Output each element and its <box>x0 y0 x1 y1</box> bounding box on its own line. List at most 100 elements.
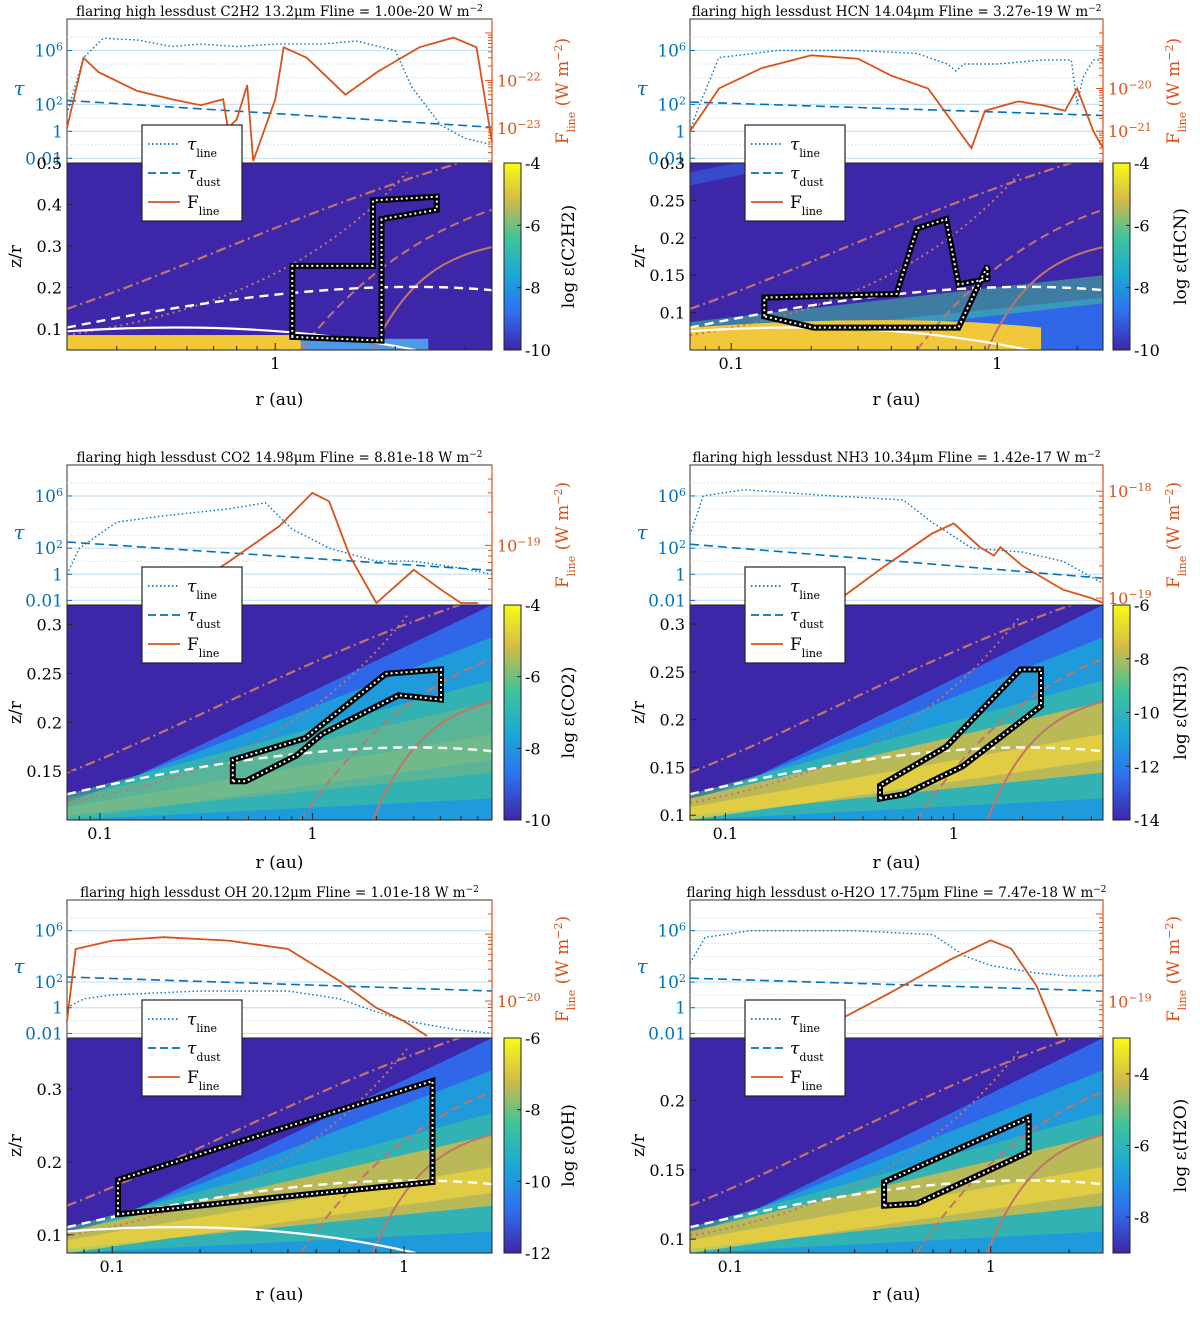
colorbar-tick-label: -10 <box>525 1172 551 1191</box>
x-tick-label: 1 <box>399 1257 409 1276</box>
colorbar-tick-label: -4 <box>525 154 541 173</box>
contour-line <box>986 246 1103 350</box>
flux-axis-label: Fline (W m−2) <box>552 916 578 1022</box>
y-tick-label: 0.3 <box>37 1080 62 1099</box>
flux-tick-label: 10−21 <box>1108 121 1152 142</box>
colorbar-tick-label: -8 <box>525 279 541 298</box>
x-tick-label: 1 <box>270 354 280 373</box>
x-tick-label: 0.1 <box>713 824 738 843</box>
colorbar-tick-label: -10 <box>1134 704 1160 723</box>
y-axis-label: z/r <box>629 700 649 724</box>
tau-tick-label: 0.01 <box>648 149 686 169</box>
tau-axis-label: τ <box>636 76 648 100</box>
legend-label: Fline <box>790 635 822 660</box>
x-axis-label: r (au) <box>256 1285 304 1305</box>
contour-line <box>690 615 1022 804</box>
colorbar-tick-label: -6 <box>1134 216 1150 235</box>
abundance-layer <box>67 335 322 350</box>
y-tick-label: 0.2 <box>660 229 685 248</box>
x-axis-label: r (au) <box>873 1285 921 1305</box>
tau-tick-label: 1 <box>675 565 686 585</box>
colorbar-tick-label: -8 <box>1134 279 1150 298</box>
legend-label: Fline <box>187 635 219 660</box>
contour-line <box>372 700 492 820</box>
legend-label: τline <box>790 577 820 602</box>
emitting-region-box-inner <box>763 217 989 329</box>
legend-label: τline <box>790 1010 820 1035</box>
chart-panel-hcn: flaring high lessdust HCN 14.04μm Fline … <box>629 4 1191 410</box>
contour-line <box>299 657 492 820</box>
contour-line <box>916 657 1103 820</box>
chart-panel-nh3: flaring high lessdust NH3 10.34μm Fline … <box>629 450 1191 873</box>
tau-tick-label: 102 <box>657 538 686 560</box>
y-tick-label: 0.15 <box>649 758 685 777</box>
legend-label: τdust <box>187 164 221 189</box>
colorbar-tick-label: -8 <box>1134 1208 1150 1227</box>
colorbar <box>503 604 522 821</box>
tau-tick-label: 106 <box>657 485 686 507</box>
y-axis-label: z/r <box>6 1133 26 1157</box>
y-tick-label: 0.1 <box>660 1230 685 1249</box>
y-tick-label: 0.2 <box>660 1091 685 1110</box>
y-tick-label: 0.15 <box>649 266 685 285</box>
colorbar-tick-label: -6 <box>1134 596 1150 615</box>
contour-line <box>67 605 463 774</box>
colorbar-tick-label: -6 <box>525 216 541 235</box>
tau-tick-label: 102 <box>34 972 63 994</box>
f-line-series <box>163 491 478 605</box>
tau-tick-label: 102 <box>34 538 63 560</box>
colorbar-label: log ε(OH) <box>559 1104 579 1187</box>
contour-line <box>67 1048 408 1237</box>
y-tick-label: 0.2 <box>37 279 62 298</box>
y-tick-label: 0.25 <box>649 663 685 682</box>
colorbar-label: log ε(H2O) <box>1171 1099 1191 1193</box>
flux-axis-label: Fline (W m−2) <box>1163 482 1189 588</box>
legend-box <box>744 566 846 664</box>
colorbar-tick-label: -10 <box>525 811 551 830</box>
tau-dust-series <box>66 976 493 992</box>
tau-tick-label: 106 <box>657 920 686 942</box>
legend-label: τdust <box>790 1039 824 1064</box>
tau-unity-line <box>67 746 492 796</box>
tau-tick-label: 106 <box>34 920 63 942</box>
contour-line <box>986 700 1103 820</box>
abundance-map <box>67 605 492 820</box>
contour-line <box>690 1038 1075 1207</box>
tau-axis-label: τ <box>636 520 648 544</box>
tau-dust-series <box>689 101 1104 117</box>
legend-label: τdust <box>187 606 221 631</box>
y-tick-label: 0.2 <box>37 1153 62 1172</box>
legend-label: τline <box>790 135 820 160</box>
tau-unity-line <box>690 285 1103 329</box>
colorbar <box>503 1037 522 1254</box>
colorbar-tick-label: -14 <box>1134 811 1160 830</box>
y-axis-label: z/r <box>629 1133 649 1157</box>
y-tick-label: 0.5 <box>37 154 62 173</box>
tau-dust-series <box>66 99 493 129</box>
legend-label: τdust <box>187 1039 221 1064</box>
contour-line <box>986 1133 1103 1253</box>
legend-label: τdust <box>790 606 824 631</box>
legend-label: Fline <box>187 193 219 218</box>
flux-tick-label: 10−19 <box>1108 588 1152 609</box>
tau-unity-line <box>690 1179 1103 1229</box>
flux-axis-label: Fline (W m−2) <box>552 482 578 588</box>
tau-unity-line <box>690 746 1103 796</box>
abundance-layer <box>690 701 1103 816</box>
legend-label: Fline <box>187 1068 219 1093</box>
y-tick-label: 0.1 <box>37 1226 62 1245</box>
flux-tick-label: 10−19 <box>497 535 541 556</box>
map-axes-box <box>66 162 493 351</box>
x-axis-label: r (au) <box>873 390 921 410</box>
abundance-layer <box>67 680 492 820</box>
y-tick-label: 0.1 <box>660 806 685 825</box>
y-tick-label: 0.2 <box>660 711 685 730</box>
tau-tick-label: 1 <box>675 122 686 142</box>
panel-title: flaring high lessdust HCN 14.04μm Fline … <box>692 4 1102 20</box>
tau-unity-line <box>67 285 492 329</box>
contour-line <box>690 605 1075 774</box>
colorbar-tick-label: -12 <box>525 1244 551 1263</box>
colorbar-tick-label: -6 <box>1134 1137 1150 1156</box>
y-tick-label: 0.3 <box>37 616 62 635</box>
chart-panel-oh: flaring high lessdust OH 20.12μm Fline =… <box>6 885 579 1305</box>
